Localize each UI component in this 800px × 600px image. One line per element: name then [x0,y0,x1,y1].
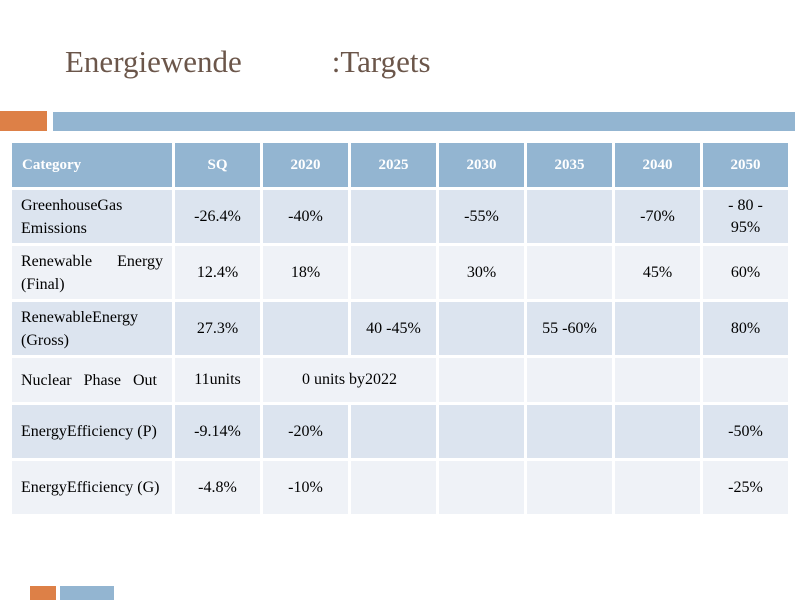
cell-2050 [703,358,788,402]
header-blue-bar [53,112,795,131]
cell-2050: 80% [703,302,788,355]
page-title: Energiewende :Targets [65,40,431,84]
cell-2020: -40% [263,190,348,243]
cell-2020: -20% [263,405,348,458]
cell-2050: 60% [703,246,788,299]
table-row-nuclear-phase-out: Nuclear Phase Out 11units 0 units by2022 [12,358,788,402]
cell-2050: - 80 - 95% [703,190,788,243]
cell-2040 [615,358,700,402]
footer-orange-block [30,586,56,600]
cell-2035: 55 -60% [527,302,612,355]
col-header-2040: 2040 [615,143,700,187]
col-header-2030: 2030 [439,143,524,187]
cell-2030: -55% [439,190,524,243]
cell-2035 [527,190,612,243]
row-category: RenewableEnergy (Gross) [12,302,172,355]
cell-2035 [527,358,612,402]
col-header-sq: SQ [175,143,260,187]
cell-sq: 12.4% [175,246,260,299]
col-header-2020: 2020 [263,143,348,187]
cell-2020: 18% [263,246,348,299]
cell-sq: -9.14% [175,405,260,458]
cell-2030: 30% [439,246,524,299]
cell-2040 [615,405,700,458]
cell-2030 [439,405,524,458]
row-category: GreenhouseGas Emissions [12,190,172,243]
cell-2040: -70% [615,190,700,243]
cell-sq: -26.4% [175,190,260,243]
row-category: EnergyEfficiency (G) [12,461,172,514]
targets-table: Category SQ 2020 2025 2030 2035 2040 205… [9,140,791,517]
cell-2030 [439,461,524,514]
cell-2035 [527,246,612,299]
table-row-greenhouse-gas: GreenhouseGas Emissions -26.4% -40% -55%… [12,190,788,243]
cell-2040 [615,461,700,514]
row-category: Nuclear Phase Out [12,358,172,402]
table-row-energy-efficiency-g: EnergyEfficiency (G) -4.8% -10% -25% [12,461,788,514]
cell-sq: -4.8% [175,461,260,514]
header-orange-block [0,111,47,131]
table-header-row: Category SQ 2020 2025 2030 2035 2040 205… [12,143,788,187]
cell-2025 [351,461,436,514]
footer-blue-bar [60,586,114,600]
table-row-renewable-gross: RenewableEnergy (Gross) 27.3% 40 -45% 55… [12,302,788,355]
row-category: EnergyEfficiency (P) [12,405,172,458]
row-category: Renewable Energy (Final) [12,246,172,299]
col-header-2050: 2050 [703,143,788,187]
cell-2035 [527,461,612,514]
cell-sq: 11units [175,358,260,402]
col-header-2025: 2025 [351,143,436,187]
cell-2050: -25% [703,461,788,514]
title-main: Energiewende [65,44,242,79]
title-sub: :Targets [331,44,431,79]
cell-2020 [263,302,348,355]
cell-2030 [439,358,524,402]
cell-2020: -10% [263,461,348,514]
col-header-2035: 2035 [527,143,612,187]
cell-2025 [351,190,436,243]
cell-2020-2025-merged: 0 units by2022 [263,358,436,402]
cell-2035 [527,405,612,458]
cell-2025 [351,405,436,458]
table-row-energy-efficiency-p: EnergyEfficiency (P) -9.14% -20% -50% [12,405,788,458]
cell-2025 [351,246,436,299]
cell-2025: 40 -45% [351,302,436,355]
cell-2030 [439,302,524,355]
cell-2050: -50% [703,405,788,458]
cell-sq: 27.3% [175,302,260,355]
cell-2040 [615,302,700,355]
col-header-category: Category [12,143,172,187]
cell-2040: 45% [615,246,700,299]
table-row-renewable-final: Renewable Energy (Final) 12.4% 18% 30% 4… [12,246,788,299]
